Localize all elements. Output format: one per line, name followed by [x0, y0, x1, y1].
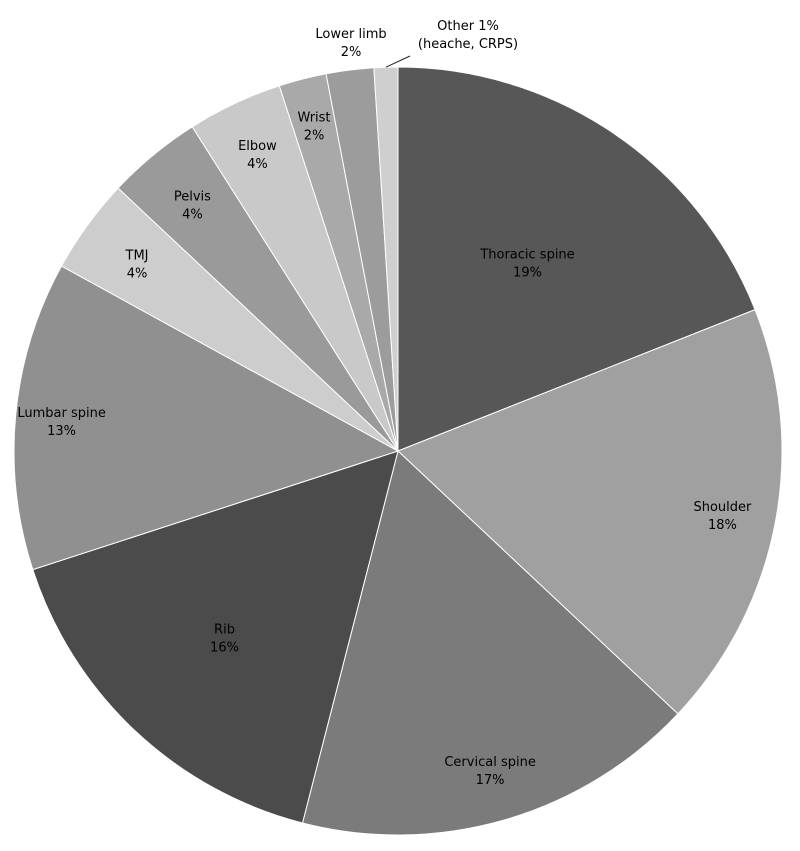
slice-value-lumbar-spine: 13% — [47, 424, 76, 439]
slice-label-cervical-spine: Cervical spine — [444, 755, 535, 770]
slice-labels: Thoracic spine 19% Shoulder 18% Cervical spi… — [17, 19, 752, 788]
leader-line-other-1 — [385, 55, 411, 68]
slice-value-tmj: 4% — [127, 266, 148, 281]
slice-shoulder — [397, 308, 783, 715]
slice-value-wrist: 2% — [304, 129, 325, 144]
slice-label-pelvis: Pelvis — [174, 190, 211, 205]
slice-label-wrist: Wrist — [297, 111, 330, 126]
slice-label-thoracic-spine: Thoracic spine — [479, 247, 574, 262]
slice-lumbar-spine — [13, 265, 400, 571]
slice-value-shoulder: 18% — [708, 518, 737, 533]
slice-value-cervical-spine: 17% — [476, 773, 505, 788]
slice-cervical-spine — [301, 450, 679, 836]
slice-thoracic-spine — [397, 66, 756, 452]
slice-value-lower-limb: 2% — [341, 45, 362, 60]
slice-label-rib: Rib — [214, 623, 235, 638]
slice-label-other-1: Other 1% — [437, 19, 499, 34]
slice-value-pelvis: 4% — [182, 208, 203, 223]
slice-value-elbow: 4% — [247, 157, 268, 172]
slice-label-lower-limb: Lower limb — [315, 27, 386, 42]
pie-slices — [13, 66, 783, 836]
slice-label-tmj: TMJ — [125, 248, 149, 263]
slice-value-other-1: (heache, CRPS) — [418, 37, 518, 52]
slice-rib — [32, 450, 399, 824]
slice-label-lumbar-spine: Lumbar spine — [17, 406, 106, 421]
leader-lines — [385, 55, 411, 68]
slice-label-elbow: Elbow — [238, 139, 277, 154]
slice-value-rib: 16% — [210, 641, 239, 656]
slice-value-thoracic-spine: 19% — [513, 265, 542, 280]
slice-label-shoulder: Shoulder — [693, 500, 752, 515]
